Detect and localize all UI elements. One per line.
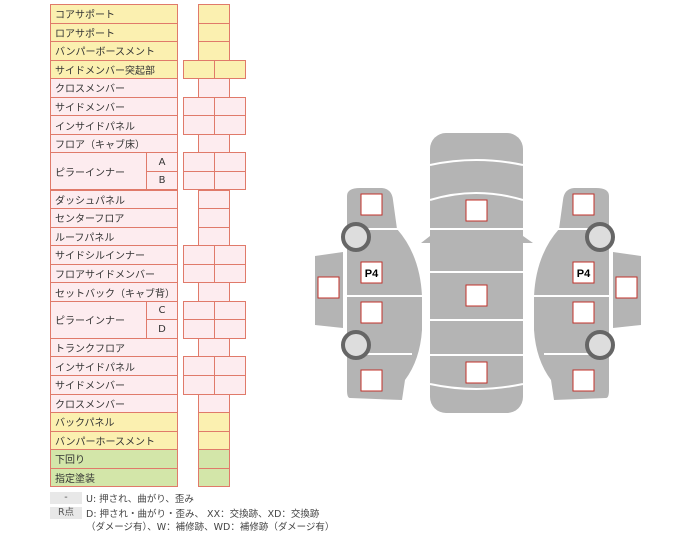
box-top-front[interactable] [465, 199, 488, 222]
legend-key-dash: - [50, 492, 82, 504]
row-label: 指定塗装 [50, 467, 178, 488]
box-left-mid[interactable] [360, 301, 383, 324]
box-left-p4[interactable] [360, 261, 383, 284]
input-cell[interactable] [214, 59, 246, 80]
box-left-door[interactable] [317, 276, 340, 299]
box-right-door[interactable] [615, 276, 638, 299]
box-left-front[interactable] [360, 193, 383, 216]
box-top-rear[interactable] [465, 361, 488, 384]
legend-text-d2: （ダメージ有）、W：補修跡、WD：補修跡（ダメージ有） [86, 522, 335, 533]
car-side-left [315, 188, 422, 400]
box-right-rear[interactable] [572, 369, 595, 392]
row-label: ピラーインナー [50, 152, 147, 191]
box-right-p4[interactable] [572, 261, 595, 284]
row-label: ピラーインナー [50, 300, 147, 339]
box-top-mid[interactable] [465, 284, 488, 307]
legend-text-u: U: 押され、曲がり、歪み [86, 494, 194, 505]
input-cell[interactable] [214, 263, 246, 284]
box-left-rear[interactable] [360, 369, 383, 392]
box-right-mid[interactable] [572, 301, 595, 324]
input-cell[interactable] [214, 319, 246, 339]
legend-text-d: D: 押され・曲がり・歪み、 XX：交換跡、XD：交換跡 [86, 509, 320, 520]
left-p4-label: P4 [365, 268, 379, 280]
legend-key-r: R点 [50, 507, 82, 519]
input-cell[interactable] [198, 467, 230, 488]
input-cell[interactable] [214, 375, 246, 395]
box-right-front[interactable] [572, 193, 595, 216]
car-top [421, 133, 533, 413]
right-p4-label: P4 [577, 268, 591, 280]
input-cell[interactable] [214, 170, 246, 191]
input-cell[interactable] [214, 115, 246, 135]
